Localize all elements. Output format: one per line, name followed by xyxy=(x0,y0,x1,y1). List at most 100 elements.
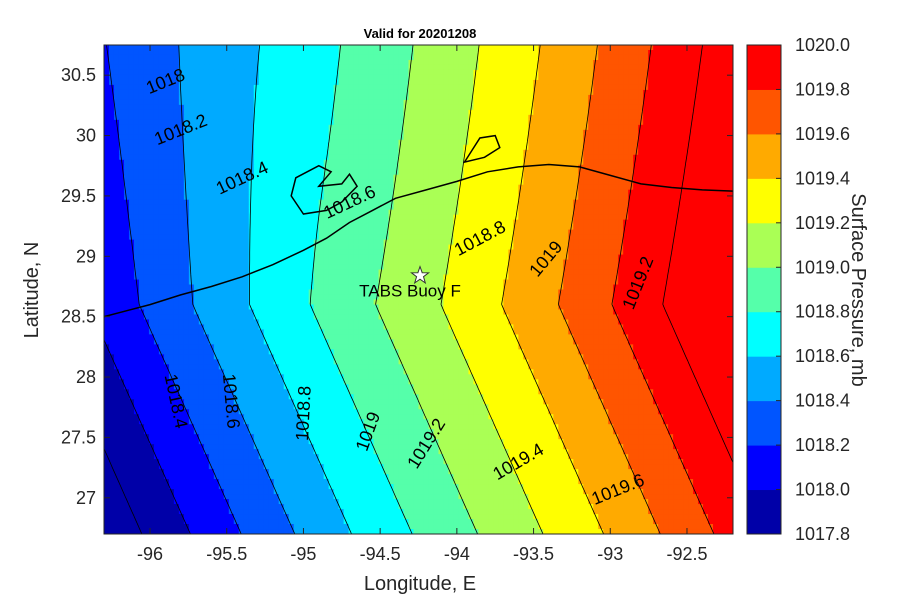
field-cell xyxy=(658,214,664,221)
field-cell xyxy=(468,189,475,196)
field-cell xyxy=(273,189,280,196)
field-cell xyxy=(183,119,190,126)
field-cell xyxy=(583,219,589,226)
field-cell xyxy=(428,219,435,226)
field-cell xyxy=(268,114,275,121)
field-cell xyxy=(593,129,599,136)
field-cell xyxy=(673,219,679,226)
field-cell xyxy=(203,179,210,186)
field-cell xyxy=(543,124,549,131)
field-cell xyxy=(253,59,260,66)
field-cell xyxy=(548,54,554,61)
field-cell xyxy=(668,64,674,71)
field-cell xyxy=(713,109,719,116)
field-cell xyxy=(548,204,554,211)
field-cell xyxy=(488,144,494,151)
field-cell xyxy=(613,89,619,96)
field-cell xyxy=(138,164,145,171)
field-cell xyxy=(293,204,300,211)
field-cell xyxy=(263,164,270,171)
field-cell xyxy=(408,159,415,166)
field-cell xyxy=(723,79,729,86)
field-cell xyxy=(628,224,634,231)
field-cell xyxy=(343,74,350,81)
field-cell xyxy=(678,149,684,156)
field-cell xyxy=(328,69,335,76)
field-cell xyxy=(723,99,729,106)
field-cell xyxy=(203,79,210,86)
field-cell xyxy=(603,54,609,61)
field-cell xyxy=(273,114,280,121)
field-cell xyxy=(358,184,365,191)
field-cell xyxy=(453,74,460,81)
field-cell xyxy=(313,129,320,136)
field-cell xyxy=(578,169,584,176)
field-cell xyxy=(638,114,644,121)
field-cell xyxy=(178,84,185,91)
field-cell xyxy=(243,129,250,136)
field-cell xyxy=(578,234,584,241)
field-cell xyxy=(703,154,709,161)
field-cell xyxy=(543,109,549,116)
field-cell xyxy=(203,194,210,201)
field-cell xyxy=(703,234,709,241)
field-cell xyxy=(104,134,110,141)
field-cell xyxy=(104,114,110,121)
field-cell xyxy=(193,114,200,121)
field-cell xyxy=(118,109,125,116)
field-cell xyxy=(248,239,255,246)
field-cell xyxy=(373,239,380,246)
field-cell xyxy=(663,159,669,166)
field-cell xyxy=(178,204,185,211)
field-cell xyxy=(658,69,664,76)
field-cell xyxy=(238,129,245,136)
field-cell xyxy=(268,139,275,146)
field-cell xyxy=(383,69,390,76)
field-cell xyxy=(298,154,305,161)
field-cell xyxy=(408,94,415,101)
field-cell xyxy=(528,84,534,91)
field-cell xyxy=(393,229,400,236)
field-cell xyxy=(378,144,385,151)
field-cell xyxy=(628,59,634,66)
field-cell xyxy=(688,234,694,241)
field-cell xyxy=(548,124,554,131)
field-cell xyxy=(648,224,654,231)
field-cell xyxy=(658,204,664,211)
field-cell xyxy=(718,139,724,146)
field-cell xyxy=(278,179,285,186)
field-cell xyxy=(558,64,564,71)
field-cell xyxy=(568,99,574,106)
field-cell xyxy=(623,229,629,236)
field-cell xyxy=(528,45,534,51)
field-cell xyxy=(698,209,704,216)
field-cell xyxy=(383,189,390,196)
field-cell xyxy=(258,194,265,201)
field-cell xyxy=(693,229,699,236)
field-cell xyxy=(663,174,669,181)
field-cell xyxy=(718,89,724,96)
field-cell xyxy=(198,134,205,141)
field-cell xyxy=(508,204,514,211)
field-cell xyxy=(238,214,245,221)
field-cell xyxy=(703,219,709,226)
field-cell xyxy=(573,209,579,216)
field-cell xyxy=(503,209,509,216)
field-cell xyxy=(388,49,395,56)
field-cell xyxy=(288,169,295,176)
field-cell xyxy=(293,229,300,236)
field-cell xyxy=(643,134,649,141)
field-cell xyxy=(578,139,584,146)
field-cell xyxy=(693,199,699,206)
field-cell xyxy=(333,184,340,191)
field-cell xyxy=(323,114,330,121)
field-cell xyxy=(208,74,215,81)
field-cell xyxy=(268,219,275,226)
field-cell xyxy=(718,174,724,181)
field-cell xyxy=(258,69,265,76)
field-cell xyxy=(533,209,539,216)
field-cell xyxy=(438,99,445,106)
field-cell xyxy=(373,174,380,181)
field-cell xyxy=(383,154,390,161)
field-cell xyxy=(713,134,719,141)
